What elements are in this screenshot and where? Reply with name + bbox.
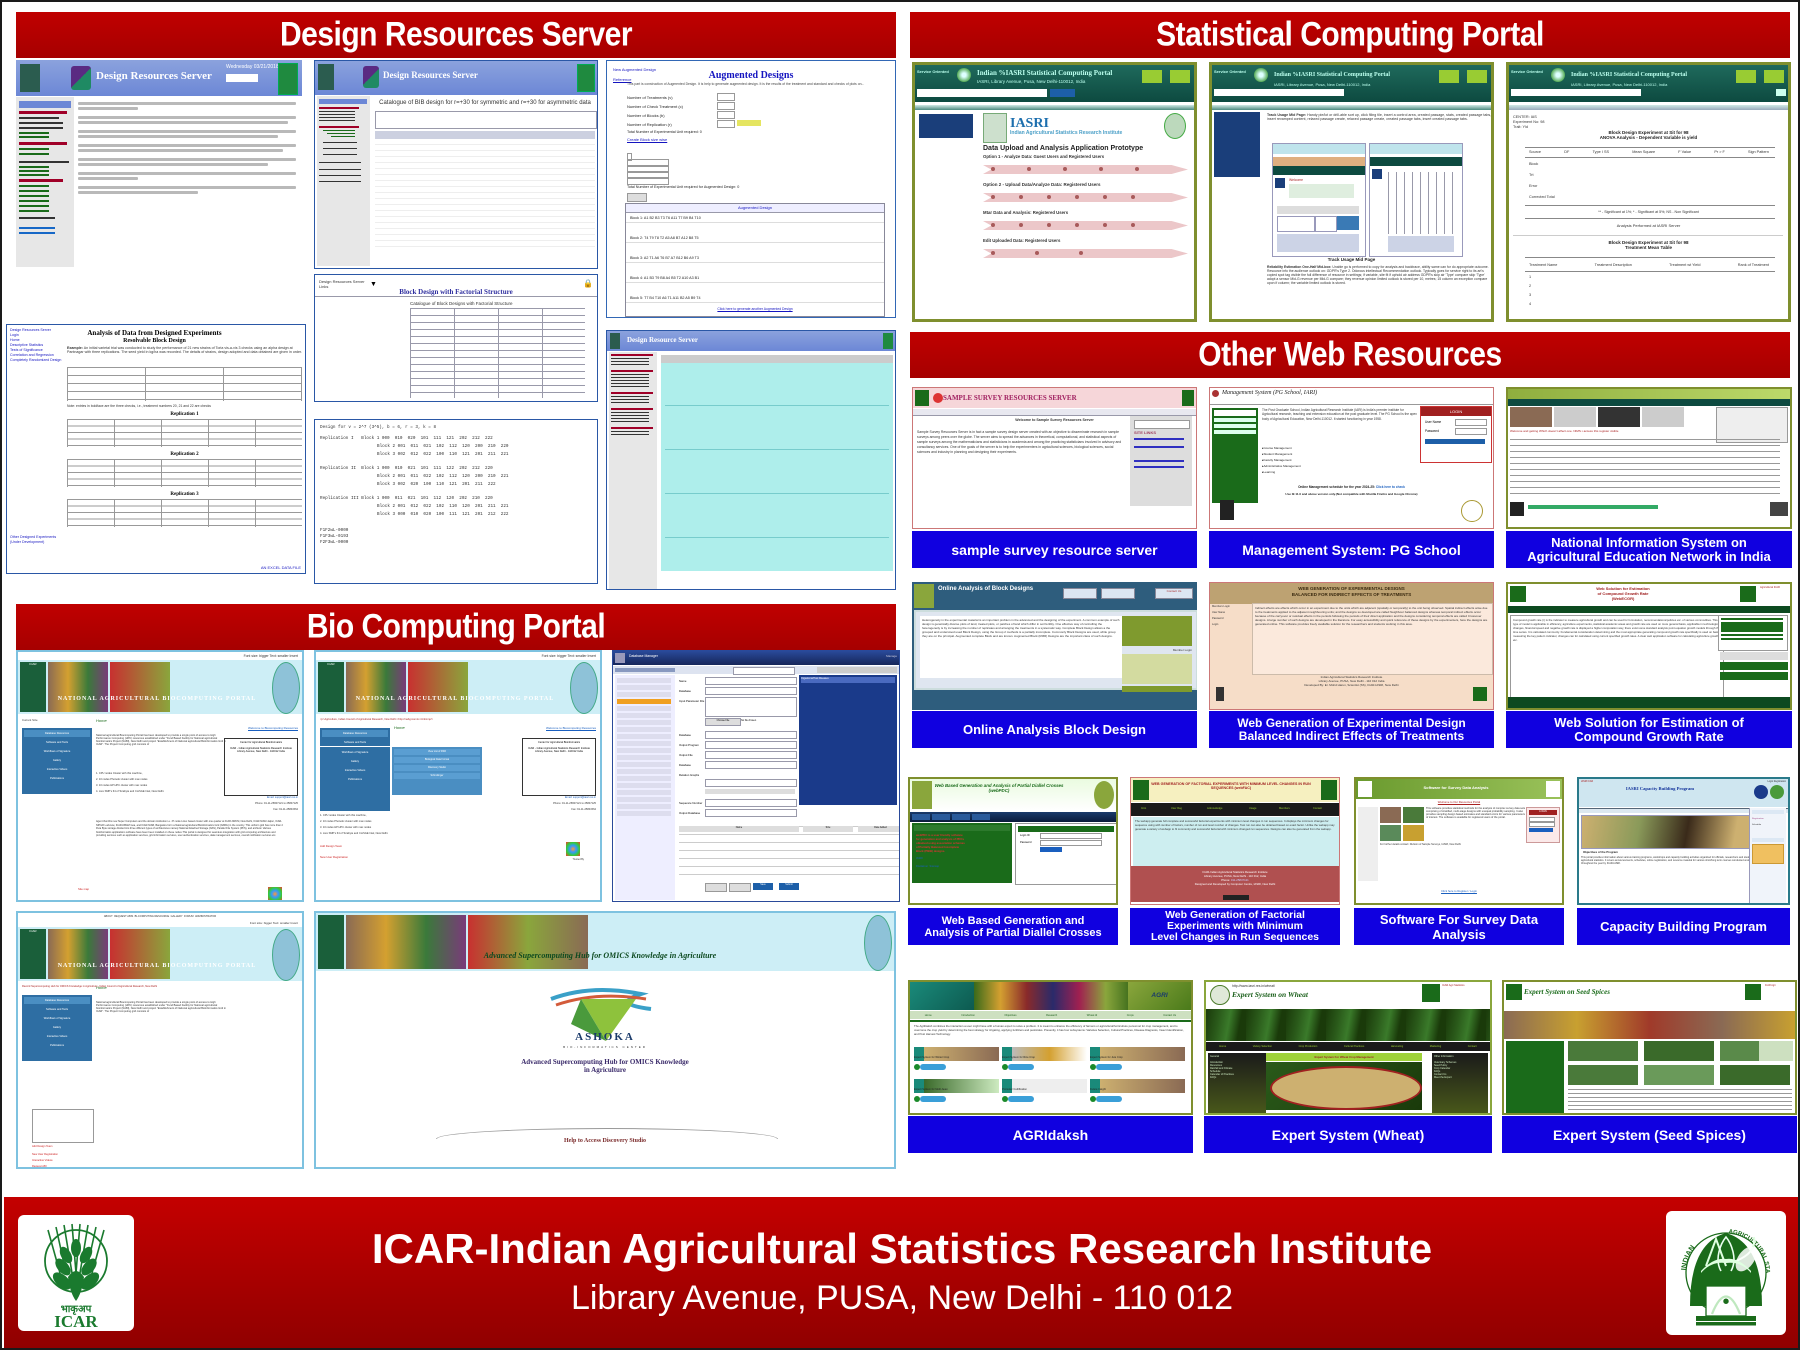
svg-text:INDIAN: INDIAN [1679,1243,1697,1270]
svg-text:•: • [1722,1291,1729,1313]
